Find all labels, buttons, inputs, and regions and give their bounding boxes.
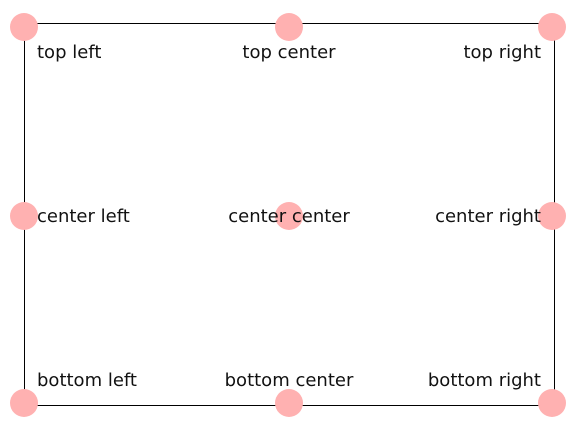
label-top-center: top center <box>242 42 336 63</box>
anchor-marker-top-left <box>10 13 38 41</box>
anchor-marker-center-center <box>275 202 303 230</box>
anchor-marker-top-right <box>538 13 566 41</box>
label-bottom-center: bottom center <box>224 370 354 391</box>
anchor-marker-top-center <box>275 13 303 41</box>
anchor-marker-bottom-right <box>538 389 566 417</box>
anchor-marker-bottom-center <box>275 389 303 417</box>
label-bottom-right: bottom right <box>427 370 541 391</box>
anchor-marker-center-right <box>538 202 566 230</box>
anchor-marker-bottom-left <box>10 389 38 417</box>
anchor-marker-center-left <box>10 202 38 230</box>
label-center-center: center center <box>228 206 350 227</box>
label-top-right: top right <box>463 42 541 63</box>
label-top-left: top left <box>37 42 102 63</box>
label-center-right: center right <box>435 206 541 227</box>
label-bottom-left: bottom left <box>37 370 137 391</box>
label-center-left: center left <box>37 206 130 227</box>
